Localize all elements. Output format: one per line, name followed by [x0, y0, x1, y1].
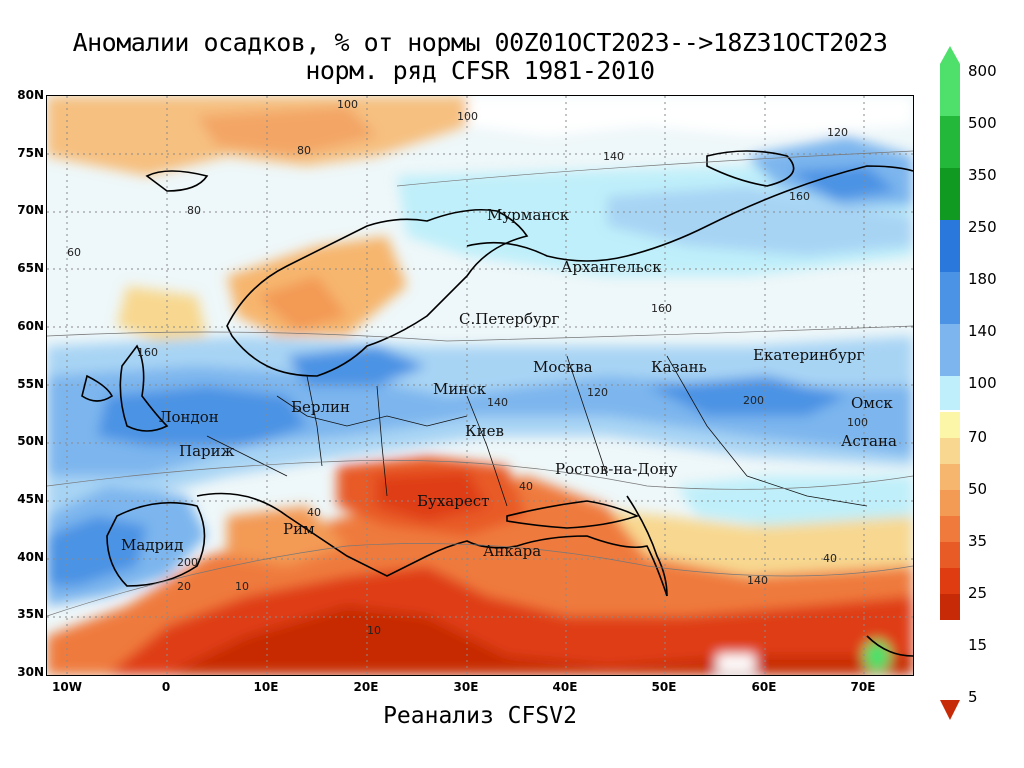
city-label: Рим — [283, 520, 315, 538]
colorbar-label: 5 — [968, 688, 978, 706]
contour-label: 20 — [177, 580, 191, 593]
precipitation-anomaly-map[interactable]: 100 80 80 120 140 160 160 200 60 160 40 … — [46, 95, 914, 676]
colorbar-lower-arrow — [940, 700, 960, 720]
city-label: Москва — [533, 358, 593, 376]
contour-label: 160 — [137, 346, 158, 359]
lat-tick-35n: 35N — [17, 607, 44, 621]
contour-label: 40 — [519, 480, 533, 493]
contour-label: 120 — [587, 386, 608, 399]
contour-label: 140 — [747, 574, 768, 587]
lon-tick-10w: 10W — [52, 680, 82, 694]
city-label: Париж — [179, 442, 235, 460]
contour-label: 40 — [823, 552, 837, 565]
city-label: Екатеринбург — [753, 346, 865, 364]
city-label: Бухарест — [417, 492, 490, 510]
lon-tick-0: 0 — [161, 680, 171, 694]
lon-tick-40e: 40E — [552, 680, 578, 694]
lat-tick-80n: 80N — [17, 88, 44, 102]
contour-label: 10 — [367, 624, 381, 637]
city-label: Анкара — [483, 542, 542, 560]
map-subtitle: норм. ряд CFSR 1981-2010 — [305, 56, 655, 85]
footer-source: Реанализ CFSV2 — [383, 703, 577, 729]
city-label: Омск — [851, 394, 893, 412]
contour-label: 100 — [337, 98, 358, 111]
colorbar-label: 25 — [968, 584, 988, 602]
lat-tick-60n: 60N — [17, 319, 44, 333]
city-label: Киев — [465, 422, 504, 440]
lat-tick-55n: 55N — [17, 377, 44, 391]
lon-tick-60e: 60E — [751, 680, 777, 694]
contour-label: 100 — [457, 110, 478, 123]
colorbar-label: 800 — [968, 62, 997, 80]
colorbar-label: 350 — [968, 166, 997, 184]
city-label: Астана — [841, 432, 897, 450]
city-label: Архангельск — [561, 258, 662, 276]
city-label: С.Петербург — [459, 310, 560, 328]
lon-tick-20e: 20E — [353, 680, 379, 694]
city-label: Берлин — [291, 398, 351, 416]
contour-label: 140 — [603, 150, 624, 163]
contour-label: 140 — [487, 396, 508, 409]
colorbar-graphic — [940, 46, 960, 620]
map-title: Аномалии осадков, % от нормы 00Z01OCT202… — [72, 28, 888, 57]
contour-label: 60 — [67, 246, 81, 259]
contour-label: 200 — [743, 394, 764, 407]
lat-tick-65n: 65N — [17, 261, 44, 275]
contour-label: 80 — [297, 144, 311, 157]
colorbar-label: 250 — [968, 218, 997, 236]
city-label: Лондон — [159, 408, 219, 426]
colorbar-label: 500 — [968, 114, 997, 132]
anomaly-shading — [47, 96, 913, 675]
contour-label: 160 — [651, 302, 672, 315]
contour-label: 80 — [187, 204, 201, 217]
colorbar-upper-arrow — [940, 46, 960, 64]
contour-label: 40 — [307, 506, 321, 519]
colorbar-label: 100 — [968, 374, 997, 392]
lon-tick-50e: 50E — [651, 680, 677, 694]
lat-tick-40n: 40N — [17, 550, 44, 564]
contour-label: 100 — [847, 416, 868, 429]
lat-tick-75n: 75N — [17, 146, 44, 160]
colorbar-label: 180 — [968, 270, 997, 288]
city-label: Ростов-на-Дону — [555, 460, 678, 478]
city-label: Минск — [433, 380, 487, 398]
lat-tick-45n: 45N — [17, 492, 44, 506]
contour-label: 10 — [235, 580, 249, 593]
lat-tick-30n: 30N — [17, 665, 44, 679]
colorbar-label: 35 — [968, 532, 988, 550]
city-label: Мурманск — [487, 206, 570, 224]
contour-label: 120 — [827, 126, 848, 139]
lon-tick-70e: 70E — [850, 680, 876, 694]
colorbar-label: 15 — [968, 636, 988, 654]
colorbar-label: 70 — [968, 428, 988, 446]
lat-tick-70n: 70N — [17, 203, 44, 217]
city-label: Казань — [651, 358, 707, 376]
colorbar-label: 50 — [968, 480, 988, 498]
contour-label: 200 — [177, 556, 198, 569]
lat-tick-50n: 50N — [17, 434, 44, 448]
coastlines — [81, 150, 913, 657]
lon-tick-30e: 30E — [453, 680, 479, 694]
map-grid — [47, 96, 913, 675]
borders — [206, 355, 868, 507]
map-field — [47, 96, 913, 675]
lon-tick-10e: 10E — [253, 680, 279, 694]
contour-lines — [47, 150, 913, 617]
colorbar-label: 140 — [968, 322, 997, 340]
city-label: Мадрид — [121, 536, 184, 554]
contour-label: 160 — [789, 190, 810, 203]
